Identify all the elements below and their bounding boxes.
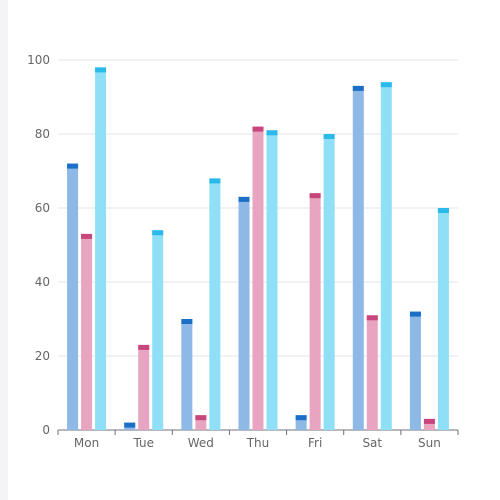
x-tick-label: Tue (132, 436, 154, 450)
x-axis-tick-labels: Mon Tue Wed Thu Fri Sat Sun (74, 436, 441, 450)
bar[interactable] (409, 311, 421, 430)
x-tick-label: Sat (362, 436, 382, 450)
y-tick-label: 60 (35, 201, 50, 215)
bar-cap (437, 208, 449, 213)
bar-series (67, 67, 449, 431)
bar[interactable] (152, 230, 164, 430)
bar[interactable] (423, 418, 435, 430)
y-axis-tick-labels: 0 20 40 60 80 100 (27, 53, 50, 437)
bar-cap (366, 315, 378, 321)
y-tick-label: 100 (27, 53, 50, 67)
bar[interactable] (138, 344, 150, 430)
bar-cap (67, 163, 79, 169)
bar-cap (252, 126, 264, 132)
bar[interactable] (67, 163, 79, 430)
bar[interactable] (380, 82, 392, 430)
bar[interactable] (295, 415, 307, 430)
x-tick-label: Mon (74, 436, 99, 450)
x-tick-label: Wed (188, 436, 214, 450)
bar-cap (124, 422, 136, 428)
bar-cap (195, 415, 207, 421)
bar[interactable] (95, 67, 107, 431)
bar-cap (295, 415, 307, 421)
bar[interactable] (266, 130, 278, 431)
x-tick-label: Thu (246, 436, 270, 450)
y-tick-label: 80 (35, 127, 50, 141)
bar[interactable] (195, 415, 207, 430)
bar-cap (266, 130, 278, 136)
x-tick-label: Sun (418, 436, 441, 450)
bar[interactable] (252, 126, 264, 430)
bar-cap (352, 85, 364, 91)
bar[interactable] (238, 196, 250, 430)
bar-cap (323, 134, 335, 139)
x-tick-label: Fri (308, 436, 322, 450)
bar[interactable] (437, 208, 449, 430)
bar-cap (238, 196, 250, 202)
bar[interactable] (309, 193, 321, 430)
bar-cap (81, 233, 93, 239)
bar[interactable] (181, 319, 193, 430)
y-tick-label: 40 (35, 275, 50, 289)
bar-cap (380, 82, 392, 88)
bar-cap (138, 344, 150, 350)
bar-cap (209, 178, 221, 184)
bar[interactable] (209, 178, 221, 430)
bar-cap (409, 311, 421, 317)
bar-cap (309, 193, 321, 199)
bar-cap (423, 418, 435, 424)
bar[interactable] (352, 85, 364, 431)
bar-cap (95, 67, 107, 73)
bar-cap (181, 319, 193, 324)
x-axis (57, 429, 459, 435)
y-tick-label: 0 (42, 423, 50, 437)
bar[interactable] (366, 315, 378, 430)
y-tick-label: 20 (35, 349, 50, 363)
bar[interactable] (81, 233, 93, 430)
bar-cap (152, 230, 164, 236)
bar[interactable] (323, 134, 335, 430)
